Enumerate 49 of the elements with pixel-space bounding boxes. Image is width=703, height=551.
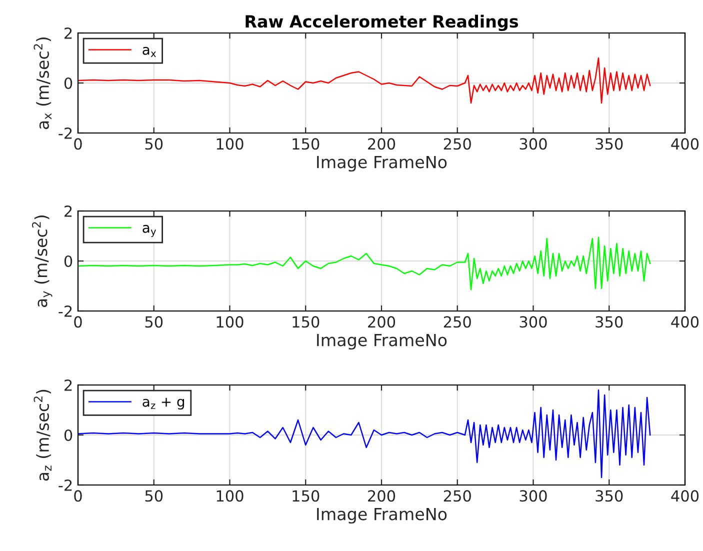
y-tick-label: -2: [58, 479, 72, 491]
y-tick-label: 2: [64, 205, 72, 217]
x-tick-label: 150: [292, 490, 320, 502]
x-tick-label: 400: [671, 138, 699, 150]
x-axis-title: Image FrameNo: [317, 334, 447, 350]
x-tick-label: 300: [520, 138, 547, 150]
x-tick-label: 150: [292, 316, 320, 328]
y-tick-label: 0: [64, 429, 72, 442]
x-tick-label: 150: [292, 138, 320, 150]
x-tick-label: 350: [596, 490, 623, 502]
x-tick-label: 300: [520, 490, 547, 502]
line-series: [78, 236, 651, 290]
y-tick-label: 2: [64, 27, 72, 39]
x-tick-label: 0: [74, 490, 82, 502]
legend-label: a$_{z}$ + g: [142, 398, 184, 410]
x-tick-label: 0: [74, 138, 82, 150]
x-tick-label: 300: [520, 316, 547, 328]
x-tick-label: 200: [368, 490, 396, 502]
x-tick-label: 250: [444, 490, 471, 502]
x-tick-label: 0: [74, 316, 82, 328]
y-tick-label: 2: [64, 379, 72, 391]
x-tick-label: 200: [368, 138, 396, 150]
x-tick-label: 250: [444, 316, 471, 328]
x-tick-label: 100: [216, 138, 244, 150]
legend-label: a$_{y}$: [142, 224, 156, 237]
x-tick-label: 200: [368, 316, 396, 328]
chart-title: Raw Accelerometer Readings: [246, 14, 518, 32]
x-tick-label: 50: [145, 316, 163, 328]
y-tick-label: 0: [64, 255, 72, 268]
y-axis-title: a$_{z}$ (m/sec$^{2}$): [34, 390, 52, 481]
x-axis-title: Image FrameNo: [317, 156, 447, 172]
x-tick-label: 100: [216, 316, 244, 328]
y-axis-title: a$_{y}$ (m/sec$^{2}$): [32, 215, 52, 308]
x-tick-label: 400: [671, 316, 699, 328]
line-series: [78, 57, 651, 104]
x-tick-label: 100: [216, 490, 244, 502]
y-tick-label: -2: [58, 127, 72, 139]
x-tick-label: 250: [444, 138, 471, 150]
x-tick-label: 50: [145, 138, 163, 150]
x-tick-label: 350: [596, 316, 623, 328]
y-tick-label: -2: [58, 305, 72, 317]
legend-label: a$_{x}$: [142, 46, 156, 57]
y-tick-label: 0: [64, 77, 72, 90]
x-tick-label: 50: [145, 490, 163, 502]
y-axis-title: a$_{x}$ (m/sec$^{2}$): [34, 37, 52, 130]
line-series: [78, 389, 651, 478]
x-axis-title: Image FrameNo: [317, 508, 447, 524]
x-tick-label: 400: [671, 490, 699, 502]
x-tick-label: 350: [596, 138, 623, 150]
